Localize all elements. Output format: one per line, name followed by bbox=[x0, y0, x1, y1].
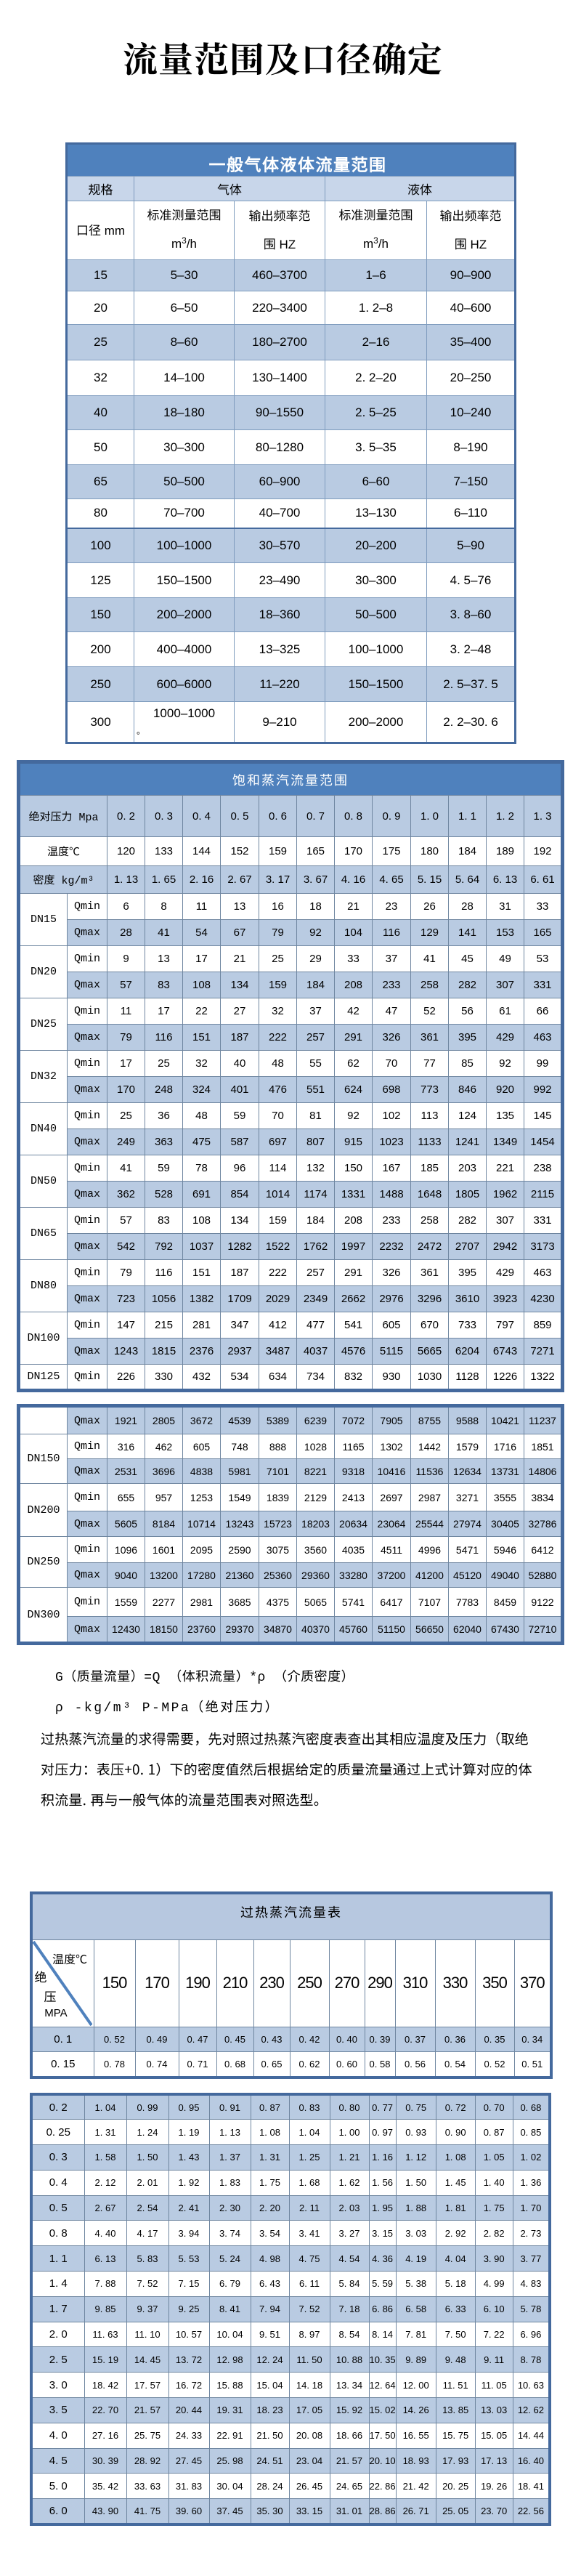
svg-text:绝: 绝 bbox=[35, 1967, 47, 1985]
svg-text:MPA: MPA bbox=[44, 2007, 67, 2019]
svg-text:温度℃: 温度℃ bbox=[52, 1950, 87, 1967]
svg-text:压: 压 bbox=[44, 1987, 57, 2005]
